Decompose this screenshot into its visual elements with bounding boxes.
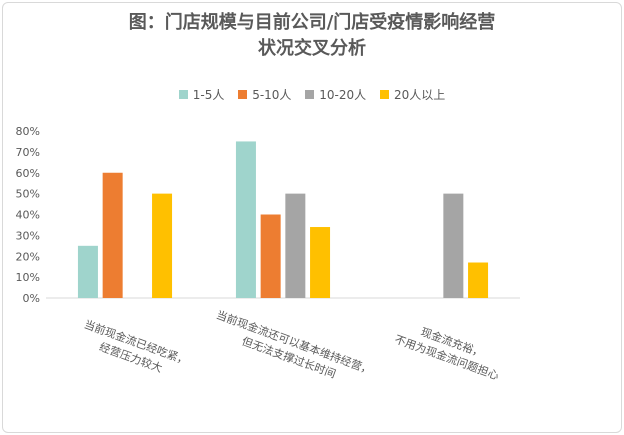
legend-label-5-10: 5-10人 xyxy=(252,88,292,102)
y-tick-label: 40% xyxy=(16,209,40,222)
category-label-2: 当前现金流还可以基本维持经营，但无法支撑过长时间 xyxy=(214,307,374,380)
legend-swatch-20-plus xyxy=(379,90,389,99)
bar-20人以上-3 xyxy=(468,262,489,298)
bar-1-5人-1 xyxy=(77,245,98,298)
legend-swatch-5-10 xyxy=(238,90,248,99)
bar-10-20人-2 xyxy=(285,193,306,298)
y-tick-label: 30% xyxy=(16,229,40,242)
y-tick-label: 60% xyxy=(16,167,40,180)
y-tick-label: 10% xyxy=(16,271,40,284)
y-tick-label: 20% xyxy=(16,250,40,263)
legend-label-10-20: 10-20人 xyxy=(319,88,367,102)
chart-title: 图：门店规模与目前公司/门店受疫情影响经营 状况交叉分析 xyxy=(0,10,624,62)
chart-title-line-1: 图：门店规模与目前公司/门店受疫情影响经营 xyxy=(128,12,496,33)
legend-item-5-10: 5-10人 xyxy=(238,86,291,103)
legend-label-1-5: 1-5人 xyxy=(192,88,225,102)
y-tick-label: 70% xyxy=(16,146,40,159)
legend-swatch-10-20 xyxy=(305,90,315,99)
bar-1-5人-2 xyxy=(235,141,256,298)
chart-legend: 1-5人 5-10人 10-20人 20人以上 xyxy=(0,86,624,103)
bar-20人以上-1 xyxy=(152,193,173,298)
category-label-3: 现金流充裕，不用为现金流问题担心 xyxy=(393,324,501,382)
y-tick-label: 0% xyxy=(23,292,40,305)
chart-title-line-2: 状况交叉分析 xyxy=(258,38,366,59)
bar-10-20人-3 xyxy=(443,193,464,298)
bar-5-10人-2 xyxy=(260,214,281,298)
bar-5-10人-1 xyxy=(102,172,123,298)
legend-label-20-plus: 20人以上 xyxy=(393,88,446,102)
legend-item-1-5: 1-5人 xyxy=(178,86,225,103)
y-tick-label: 50% xyxy=(16,188,40,201)
legend-item-10-20: 10-20人 xyxy=(305,86,366,103)
legend-item-20-plus: 20人以上 xyxy=(379,86,446,103)
bar-20人以上-2 xyxy=(310,227,331,298)
legend-swatch-1-5 xyxy=(178,90,188,99)
category-label-1: 当前现金流已经吃紧，经营压力较大 xyxy=(82,317,190,375)
y-tick-label: 80% xyxy=(16,125,40,138)
